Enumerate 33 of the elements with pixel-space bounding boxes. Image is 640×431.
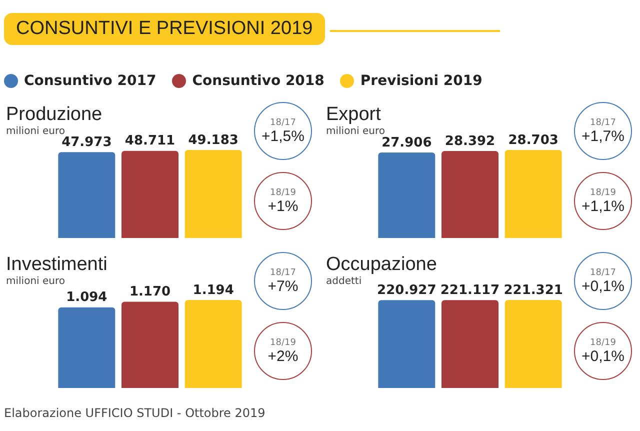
data-label: 1.194 xyxy=(192,282,234,298)
data-label: 49.183 xyxy=(188,132,238,148)
data-label: 47.973 xyxy=(62,135,112,150)
chart-title: Export xyxy=(326,104,382,126)
data-label: 1.094 xyxy=(66,290,108,306)
text: 18/19 +1,1% xyxy=(582,188,624,214)
chart-subtitle: milioni euro xyxy=(6,126,65,137)
text: 18/17 +7% xyxy=(268,268,298,294)
chart-title: Produzione xyxy=(6,104,104,126)
text: 18/19 +2% xyxy=(268,338,298,364)
data-label: 48.711 xyxy=(124,134,176,149)
chart-subtitle: addetti xyxy=(326,276,362,287)
data-label: 221.117 xyxy=(440,282,500,298)
data-label: 27.906 xyxy=(382,135,432,150)
text: CONSUNTIVI E PREVISIONI 2019 xyxy=(4,13,325,45)
text: 18/17 +1,5% xyxy=(262,118,304,144)
data-label: 221.321 xyxy=(504,282,563,298)
chart-title: Investimenti xyxy=(6,254,108,276)
chart-subtitle: milioni euro xyxy=(6,276,66,287)
chart-title: Occupazione xyxy=(326,254,437,276)
data-label: 220.927 xyxy=(377,283,436,298)
text: 18/19 +0,1% xyxy=(582,338,624,364)
legend-label: Previsioni 2019 xyxy=(360,73,482,89)
data-label: 28.392 xyxy=(444,134,496,149)
text: Elaborazione UFFICIO STUDI - Ottobre 2019 xyxy=(4,406,266,420)
text: 18/17 +0,1% xyxy=(582,268,624,294)
legend-label: Consuntivo 2017 xyxy=(24,73,156,89)
chart-subtitle: milioni euro xyxy=(326,126,385,137)
data-label: 28.703 xyxy=(508,132,558,148)
text: 18/19 +1% xyxy=(268,188,298,214)
data-label: 1.170 xyxy=(129,284,171,300)
legend-label: Consuntivo 2018 xyxy=(192,73,324,89)
text: 18/17 +1,7% xyxy=(582,118,624,144)
